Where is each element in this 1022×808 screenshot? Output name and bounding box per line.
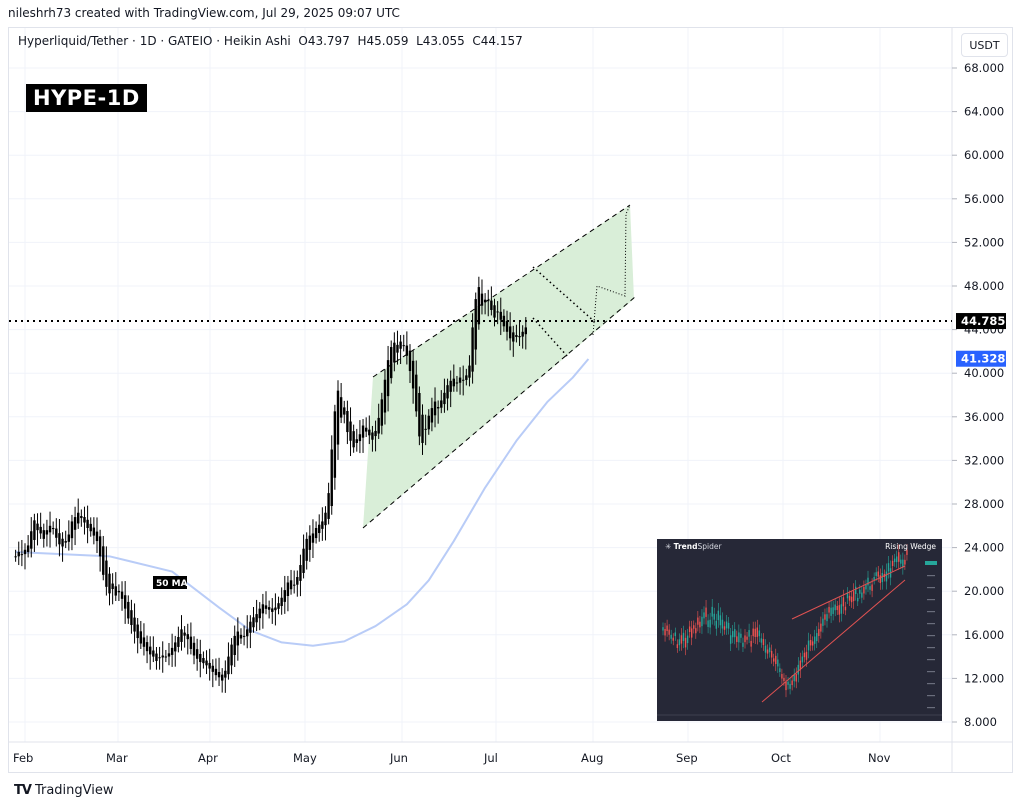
projection-path xyxy=(592,204,631,336)
x-axis-tick-label: Apr xyxy=(198,751,218,765)
currency-unit-button[interactable]: USDT xyxy=(961,33,1008,57)
x-axis-tick-label: Sep xyxy=(676,751,698,765)
y-axis-tick-label: 36.000 xyxy=(964,410,1004,424)
inset-title: Rising Wedge xyxy=(885,542,936,551)
x-axis-tick-label: Jul xyxy=(483,751,498,765)
channel-fill xyxy=(363,205,634,528)
ma50-label-bg xyxy=(153,576,187,589)
ma50-label: 50 MA xyxy=(156,579,188,589)
channel-upper-line xyxy=(372,204,631,378)
x-axis-tick-label: Nov xyxy=(868,751,891,765)
symbol-legend[interactable]: Hyperliquid/Tether · 1D · GATEIO · Heiki… xyxy=(18,34,523,48)
svg-text:44.785: 44.785 xyxy=(961,314,1005,328)
ma50-line xyxy=(15,358,590,647)
chart-credit: nileshrh73 created with TradingView.com,… xyxy=(8,6,400,20)
y-axis-tick-label: 28.000 xyxy=(964,497,1004,511)
chart-frame xyxy=(8,27,1013,773)
y-axis-tick-label: 68.000 xyxy=(964,61,1004,75)
y-axis-tick-label: 56.000 xyxy=(964,192,1004,206)
trendspider-logo: ✳ TrendSpider xyxy=(665,542,722,551)
y-axis-tick-label: 12.000 xyxy=(964,671,1004,685)
tradingview-brand-label: TradingView xyxy=(34,783,114,798)
y-axis-tick-label: 40.000 xyxy=(964,366,1004,380)
y-axis-tick-label: 20.000 xyxy=(964,584,1004,598)
y-axis-tick-label: 32.000 xyxy=(964,453,1004,467)
channel-lower-line xyxy=(362,296,636,529)
y-axis-tick-label: 60.000 xyxy=(964,148,1004,162)
svg-text:41.328: 41.328 xyxy=(961,352,1005,366)
x-axis-tick-label: Jun xyxy=(389,751,408,765)
tradingview-logo-icon: TV xyxy=(14,783,32,798)
candles xyxy=(14,276,527,693)
x-axis-tick-label: Mar xyxy=(106,751,128,765)
inset-chart xyxy=(657,544,942,716)
current-price-label xyxy=(956,313,1006,330)
y-axis-tick-label: 48.000 xyxy=(964,279,1004,293)
x-axis-tick-label: Feb xyxy=(13,751,33,765)
y-axis-tick-label: 8.000 xyxy=(964,715,997,729)
y-axis-tick-label: 24.000 xyxy=(964,541,1004,555)
y-axis-tick-label: 64.000 xyxy=(964,105,1004,119)
ticker-badge: HYPE-1D xyxy=(26,84,147,112)
rising-wedge-inset: ✳ TrendSpider Rising Wedge xyxy=(657,539,942,721)
ma50-price-label xyxy=(956,350,1006,367)
flag-upper-line xyxy=(532,266,596,323)
x-axis-tick-label: May xyxy=(293,751,317,765)
x-axis-tick-label: Oct xyxy=(771,751,791,765)
y-axis-tick-label: 16.000 xyxy=(964,628,1004,642)
y-axis-tick-label: 52.000 xyxy=(964,235,1004,249)
x-axis-tick-label: Aug xyxy=(581,751,603,765)
tradingview-brand[interactable]: TV TradingView xyxy=(14,783,113,798)
